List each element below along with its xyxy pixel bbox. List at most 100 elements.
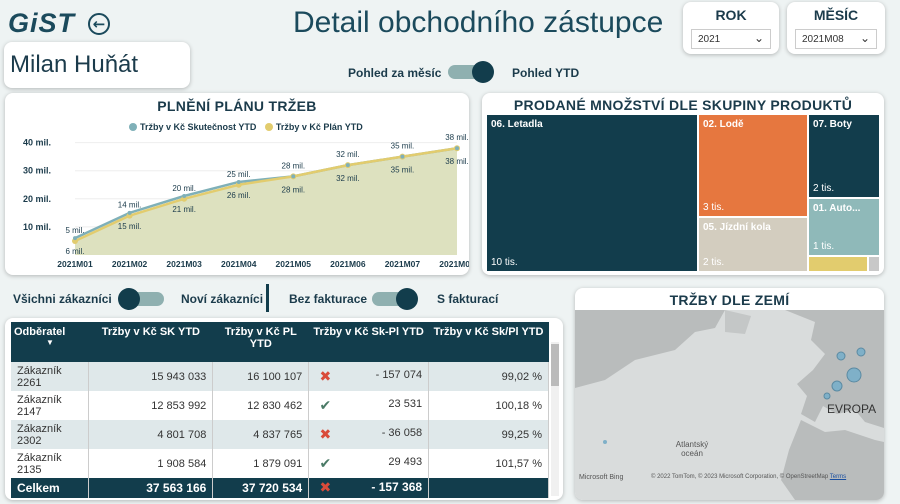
tile-value: 3 tis. (703, 202, 725, 213)
map-terms-link[interactable]: Terms (829, 474, 847, 480)
tile-value: 10 tis. (491, 257, 518, 268)
customers-table: Odběratel ▼ Tržby v Kč SK YTD Tržby v Kč … (11, 322, 549, 498)
plan-data-label: 32 mil. (336, 150, 360, 159)
actual-data-label: 21 mil. (172, 205, 196, 214)
col-sk[interactable]: Tržby v Kč SK YTD (88, 322, 213, 362)
legend-dot-plan (264, 123, 273, 131)
x-tick-label: 2021M07 (385, 259, 421, 269)
cell-customer: Zákazník 2302 (11, 420, 90, 449)
with-invoice-label: S fakturací (437, 292, 499, 306)
cell-pct: 101,57 % (428, 449, 549, 478)
actual-data-label: 26 mil. (227, 191, 251, 200)
check-icon: ✔ (319, 397, 332, 414)
plan-area (75, 148, 457, 255)
chevron-down-icon: ⌄ (753, 31, 764, 45)
plan-line (74, 147, 458, 243)
cell-sk: 4 801 708 (88, 420, 214, 449)
tile-value: 1 tis. (813, 241, 835, 252)
toggle-knob (472, 61, 494, 83)
total-pct (428, 478, 549, 498)
view-toggle[interactable] (448, 61, 494, 83)
cell-pl: 1 879 091 (212, 449, 310, 478)
table-scrollbar[interactable] (551, 342, 559, 496)
x-tick-label: 2021M06 (330, 259, 366, 269)
map-label-ocean: Atlantský oceán (675, 440, 709, 458)
treemap-tile-small[interactable] (809, 257, 867, 271)
revenue-plan-card: PLNĚNÍ PLÁNU TRŽEB Tržby v Kč Skutečnost… (5, 93, 469, 275)
x-tick-label: 2021M05 (276, 259, 312, 269)
cell-diff: ✔ 23 531 (308, 391, 430, 420)
month-value: 2021M08 (802, 34, 844, 45)
year-slicer: ROK 2021 ⌄ (683, 2, 779, 54)
table-row[interactable]: Zákazník 2147 12 853 992 12 830 462 ✔ 23 531… (11, 391, 549, 420)
treemap-tile-auto[interactable]: 01. Auto... 1 tis. (809, 199, 879, 255)
toggle-knob (396, 288, 418, 310)
tile-label: 05. Jízdní kola (703, 222, 771, 233)
map-copyright: © 2022 TomTom, © 2023 Microsoft Corporat… (651, 474, 846, 480)
cell-diff-value: - 36 058 (381, 426, 423, 439)
actual-data-label: 28 mil. (282, 185, 306, 194)
customers-table-card: Odběratel ▼ Tržby v Kč SK YTD Tržby v Kč … (5, 318, 563, 500)
legend-dot-actual (129, 123, 137, 131)
month-slicer: MĚSÍC 2021M08 ⌄ (787, 2, 885, 54)
y-tick-label: 30 mil. (23, 166, 51, 176)
world-map[interactable] (575, 310, 884, 500)
col-diff[interactable]: Tržby v Kč Sk-Pl YTD (308, 322, 429, 362)
x-tick-label: 2021M08 (439, 259, 469, 269)
scrollbar-thumb[interactable] (551, 344, 559, 386)
table-row[interactable]: Zákazník 2135 1 908 584 1 879 091 ✔ 29 493 10… (11, 449, 549, 478)
view-month-label: Pohled za měsíc (348, 66, 442, 80)
treemap-tile-jizdni-kola[interactable]: 05. Jízdní kola 2 tis. (699, 218, 807, 271)
treemap-title: PRODANÉ MNOŽSTVÍ DLE SKUPINY PRODUKTŮ (513, 97, 853, 113)
cell-sk: 15 943 033 (88, 362, 214, 391)
table-row[interactable]: Zákazník 2302 4 801 708 4 837 765 ✖ - 36 058… (11, 420, 549, 449)
treemap-tile-small[interactable] (869, 257, 879, 271)
cell-pl: 12 830 462 (212, 391, 310, 420)
actual-point (73, 236, 77, 241)
actual-data-label: 35 mil. (391, 166, 415, 175)
customer-toggle[interactable] (118, 288, 164, 310)
x-tick-label: 2021M01 (57, 259, 93, 269)
total-label: Celkem (11, 478, 90, 498)
cell-pct: 99,25 % (428, 420, 549, 449)
actual-point (236, 179, 241, 184)
treemap-tile-letadla[interactable]: 06. Letadla 10 tis. (487, 115, 697, 271)
invoice-toggle[interactable] (372, 288, 418, 310)
actual-data-label: 38 mil. (445, 157, 469, 166)
actual-point (400, 154, 405, 159)
actual-data-label: 32 mil. (336, 174, 360, 183)
col-pct[interactable]: Tržby v Kč Sk/Pl YTD (428, 322, 549, 362)
col-customer-label: Odběratel (14, 326, 66, 338)
month-dropdown[interactable]: 2021M08 ⌄ (795, 29, 877, 49)
products-treemap-card: PRODANÉ MNOŽSTVÍ DLE SKUPINY PRODUKTŮ 06… (482, 93, 884, 275)
treemap-tile-lode[interactable]: 02. Lodě 3 tis. (699, 115, 807, 216)
plan-data-label: 14 mil. (118, 201, 142, 210)
tile-value: 2 tis. (703, 257, 725, 268)
cell-sk: 12 853 992 (88, 391, 214, 420)
total-diff-value: - 157 368 (371, 480, 423, 494)
year-dropdown[interactable]: 2021 ⌄ (691, 29, 771, 49)
x-tick-label: 2021M04 (221, 259, 257, 269)
table-row[interactable]: Zákazník 2261 15 943 033 16 100 107 ✖ - 157 … (11, 362, 549, 391)
back-arrow-icon[interactable]: ← (88, 13, 110, 35)
y-tick-label: 40 mil. (23, 138, 51, 148)
cross-icon: ✖ (319, 480, 332, 496)
total-sk: 37 563 166 (88, 478, 214, 498)
treemap-tile-boty[interactable]: 07. Boty 2 tis. (809, 115, 879, 197)
all-customers-label: Všichni zákazníci (13, 292, 112, 306)
cell-customer: Zákazník 2135 (11, 449, 90, 478)
line-chart-title: PLNĚNÍ PLÁNU TRŽEB (157, 98, 317, 114)
col-customer[interactable]: Odběratel ▼ (11, 322, 89, 362)
view-ytd-label: Pohled YTD (512, 66, 580, 80)
y-tick-label: 10 mil. (23, 222, 51, 232)
cell-pl: 4 837 765 (212, 420, 310, 449)
tile-value: 2 tis. (813, 183, 835, 194)
cell-pct: 99,02 % (428, 362, 549, 391)
cell-diff: ✔ 29 493 (308, 449, 430, 478)
line-chart: 10 mil. 20 mil. 30 mil. 40 mil. 5 mil. 14 mil… (23, 133, 469, 269)
cell-customer: Zákazník 2147 (11, 391, 90, 420)
tile-label: 01. Auto... (813, 203, 861, 214)
col-pl[interactable]: Tržby v Kč PL YTD (212, 322, 309, 362)
year-value: 2021 (698, 34, 721, 45)
bing-logo: Microsoft Bing (579, 474, 624, 481)
